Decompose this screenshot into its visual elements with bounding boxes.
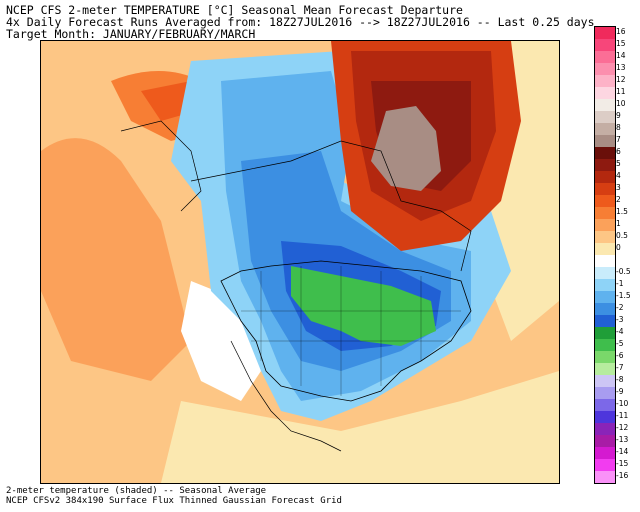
legend-label: -7 [616,363,624,372]
legend-label: -2 [616,303,624,312]
legend-label: -4 [616,327,624,336]
chart-title-line3: Target Month: JANUARY/FEBRUARY/MARCH [6,27,256,41]
legend-swatch [595,135,615,147]
legend-swatch [595,327,615,339]
legend-label: 1.5 [616,207,628,216]
legend-swatch [595,447,615,459]
legend-swatch [595,183,615,195]
legend-swatch [595,399,615,411]
legend-label: 14 [616,51,626,60]
legend-swatch [595,375,615,387]
chart-title-line2: 4x Daily Forecast Runs Averaged from: 18… [6,15,595,29]
legend-swatch [595,339,615,351]
legend-label: -3 [616,315,624,324]
coastline-north-america [220,260,472,402]
legend-label: -13 [616,435,629,444]
legend-swatch [595,171,615,183]
legend-label: 15 [616,39,626,48]
footer-line2: NCEP CFSv2 384x190 Surface Flux Thinned … [6,496,342,506]
legend-label: 5 [616,159,621,168]
anomaly-cold-green [291,266,436,346]
legend-swatch [595,195,615,207]
legend-label: 0 [616,243,621,252]
legend-label: 3 [616,183,621,192]
legend-swatch [595,147,615,159]
legend-swatch [595,435,615,447]
legend-swatch [595,159,615,171]
legend-label: -10 [616,399,629,408]
legend-swatch [595,219,615,231]
legend-label: -8 [616,375,624,384]
legend-label: 8 [616,123,621,132]
legend-swatch [595,51,615,63]
chart-title-line1: NCEP CFS 2-meter TEMPERATURE [°C] Season… [6,3,463,17]
color-legend [594,26,616,484]
legend-label: 11 [616,87,626,96]
legend-label: -11 [616,411,629,420]
legend-label: 4 [616,171,621,180]
legend-label: 0.5 [616,231,628,240]
legend-label: 10 [616,99,626,108]
legend-label: 12 [616,75,626,84]
legend-label: 2 [616,195,621,204]
legend-swatch [595,207,615,219]
legend-swatch [595,99,615,111]
legend-swatch [595,279,615,291]
anomaly-warm-pacific [41,138,191,381]
footer-line1: 2-meter temperature (shaded) -- Seasonal… [6,486,267,496]
legend-label: 13 [616,63,626,72]
legend-swatch [595,63,615,75]
legend-swatch [595,411,615,423]
legend-swatch [595,243,615,255]
legend-label: 1 [616,219,621,228]
legend-label: -14 [616,447,629,456]
legend-swatch [595,111,615,123]
legend-swatch [595,255,615,267]
legend-label: -15 [616,459,629,468]
legend-swatch [595,471,615,483]
legend-label: -0.5 [616,267,631,276]
legend-label: -12 [616,423,629,432]
legend-swatch [595,267,615,279]
legend-swatch [595,387,615,399]
legend-swatch [595,351,615,363]
legend-swatch [595,291,615,303]
forecast-map [40,40,560,484]
legend-swatch [595,303,615,315]
legend-swatch [595,39,615,51]
legend-swatch [595,459,615,471]
legend-swatch [595,231,615,243]
legend-label: 6 [616,147,621,156]
coastline-alaska [120,120,202,212]
legend-label: 16 [616,27,626,36]
coastline-mexico [230,340,342,452]
legend-label: -5 [616,339,624,348]
legend-swatch [595,123,615,135]
legend-label: -6 [616,351,624,360]
legend-swatch [595,315,615,327]
legend-label: -1.5 [616,291,631,300]
legend-swatch [595,75,615,87]
coastline-canada [190,140,472,272]
anomaly-neutral-south [161,371,559,483]
legend-label: -16 [616,471,629,480]
legend-swatch [595,87,615,99]
state-borders [241,266,461,396]
legend-label: 9 [616,111,621,120]
legend-swatch [595,423,615,435]
legend-label: -9 [616,387,624,396]
legend-swatch [595,363,615,375]
legend-swatch [595,27,615,39]
legend-label: 7 [616,135,621,144]
legend-label: -1 [616,279,624,288]
